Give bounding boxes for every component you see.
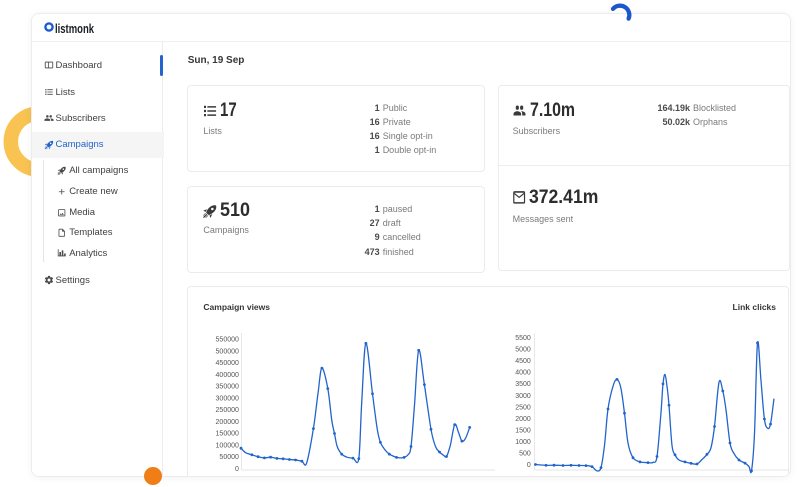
- svg-text:300000: 300000: [216, 395, 239, 402]
- svg-text:0: 0: [527, 462, 531, 469]
- svg-text:1000: 1000: [515, 439, 531, 446]
- svg-text:5500: 5500: [515, 335, 531, 342]
- svg-text:3000: 3000: [515, 393, 531, 400]
- svg-text:500: 500: [519, 451, 531, 458]
- svg-text:1500: 1500: [515, 428, 531, 435]
- svg-text:550000: 550000: [216, 337, 239, 344]
- svg-text:50000: 50000: [219, 454, 239, 461]
- svg-text:450000: 450000: [216, 360, 239, 367]
- svg-text:0: 0: [235, 466, 239, 473]
- svg-text:500000: 500000: [216, 348, 239, 355]
- svg-text:2000: 2000: [515, 416, 531, 423]
- svg-text:3500: 3500: [515, 381, 531, 388]
- svg-text:350000: 350000: [216, 384, 239, 391]
- svg-text:200000: 200000: [216, 419, 239, 426]
- svg-text:250000: 250000: [216, 407, 239, 414]
- svg-text:150000: 150000: [216, 431, 239, 438]
- svg-text:4000: 4000: [515, 370, 531, 377]
- svg-text:4500: 4500: [515, 358, 531, 365]
- svg-text:100000: 100000: [216, 442, 239, 449]
- svg-text:5000: 5000: [515, 347, 531, 354]
- svg-text:400000: 400000: [216, 372, 239, 379]
- svg-text:2500: 2500: [515, 404, 531, 411]
